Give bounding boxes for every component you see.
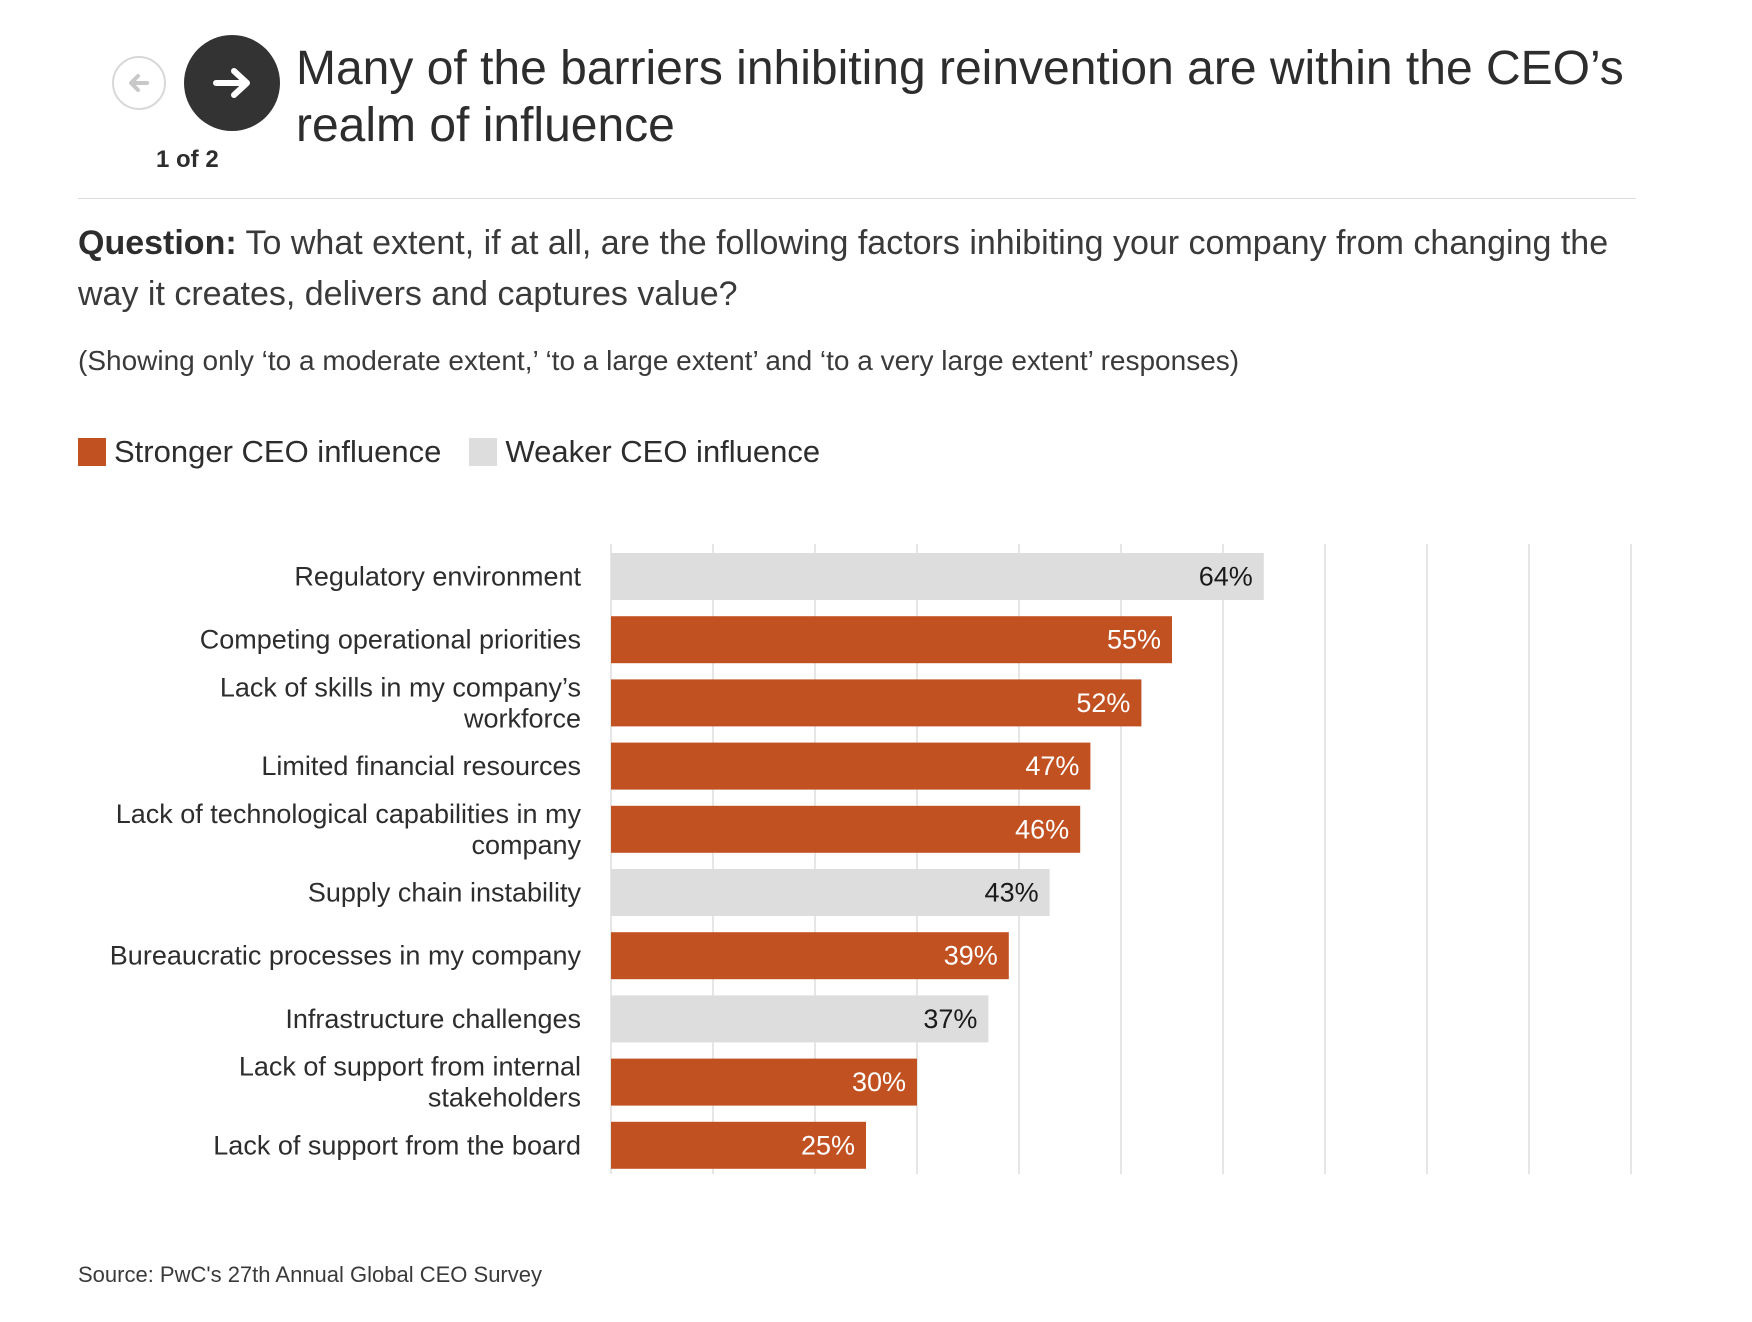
legend-item-stronger: Stronger CEO influence: [78, 434, 441, 470]
next-button[interactable]: [184, 35, 280, 131]
value-label: 43%: [985, 878, 1039, 908]
legend-swatch-weaker: [469, 438, 498, 466]
value-label: 25%: [801, 1130, 855, 1160]
legend-item-weaker: Weaker CEO influence: [469, 434, 820, 470]
category-label: Lack of support from internal: [239, 1052, 581, 1082]
page-title: Many of the barriers inhibiting reinvent…: [296, 42, 1624, 152]
response-note: (Showing only ‘to a moderate extent,’ ‘t…: [78, 345, 1240, 376]
bar-stronger: [611, 1058, 917, 1106]
bar-stronger: [611, 1121, 866, 1169]
bar-stronger: [611, 679, 1142, 727]
category-label: Lack of support from the board: [213, 1130, 581, 1160]
slide-counter: 1 of 2: [156, 146, 219, 173]
question-body: To what extent, if at all, are the follo…: [78, 224, 1609, 313]
category-label: Infrastructure challenges: [285, 1004, 581, 1034]
value-label: 30%: [852, 1067, 906, 1097]
category-label: Supply chain instability: [308, 878, 582, 908]
bar-stronger: [611, 932, 1009, 980]
value-label: 52%: [1076, 688, 1130, 718]
question-text: Question: To what extent, if at all, are…: [78, 218, 1638, 320]
category-label: Regulatory environment: [294, 562, 581, 592]
value-label: 64%: [1199, 562, 1253, 592]
category-label: Limited financial resources: [261, 751, 581, 781]
category-label: Lack of skills in my company’s: [220, 672, 581, 702]
value-label: 46%: [1015, 814, 1069, 844]
legend-label-stronger: Stronger CEO influence: [114, 434, 442, 469]
category-label: Bureaucratic processes in my company: [110, 941, 582, 971]
bar-weaker: [611, 553, 1264, 600]
bar-weaker: [611, 869, 1050, 916]
bar-stronger: [611, 616, 1172, 664]
carousel-nav: 1 of 2: [112, 34, 282, 174]
bar-chart: Regulatory environment 64% Competing opera…: [110, 544, 1632, 1174]
category-label: workforce: [463, 703, 581, 733]
legend-label-weaker: Weaker CEO influence: [505, 434, 821, 469]
chart-legend: Stronger CEO influence Weaker CEO influe…: [78, 434, 848, 470]
arrow-right-icon: [213, 68, 250, 98]
divider: [78, 198, 1636, 199]
category-label: Lack of technological capabilities in my: [116, 799, 582, 829]
arrow-left-icon: [129, 74, 149, 92]
source-note: Source: PwC's 27th Annual Global CEO Sur…: [78, 1262, 542, 1287]
question-label: Question:: [78, 224, 237, 262]
category-label: stakeholders: [428, 1083, 581, 1113]
bar-weaker: [611, 995, 989, 1043]
legend-swatch-stronger: [78, 438, 106, 466]
bar-stronger: [611, 805, 1081, 853]
category-label: company: [471, 830, 581, 860]
category-label: Competing operational priorities: [200, 625, 581, 655]
bar-stronger: [611, 742, 1091, 790]
previous-button[interactable]: [112, 56, 166, 110]
value-label: 37%: [923, 1004, 977, 1034]
value-label: 55%: [1107, 625, 1161, 655]
value-label: 47%: [1025, 751, 1079, 781]
value-label: 39%: [944, 941, 998, 971]
